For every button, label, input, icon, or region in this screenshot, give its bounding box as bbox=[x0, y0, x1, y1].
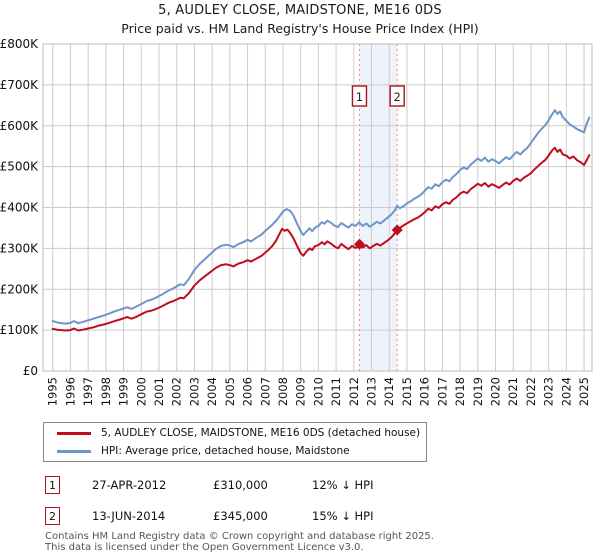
transaction-vs-hpi: 12% ↓ HPI bbox=[312, 478, 374, 492]
hpi-line bbox=[51, 109, 591, 325]
sale-marker bbox=[391, 224, 403, 236]
x-axis-tick-label: 1995 bbox=[46, 377, 60, 406]
legend-label-hpi: HPI: Average price, detached house, Maid… bbox=[101, 445, 350, 457]
y-axis-tick-label: £200K bbox=[0, 282, 39, 296]
x-axis-tick-label: 2009 bbox=[294, 377, 308, 406]
x-axis-tick-label: 2021 bbox=[506, 377, 520, 406]
x-axis-tick-label: 2010 bbox=[311, 377, 325, 406]
y-axis-tick-label: £500K bbox=[0, 160, 39, 174]
transaction-price: £310,000 bbox=[213, 478, 268, 492]
x-axis-tick-label: 2011 bbox=[329, 377, 343, 406]
legend-item-property: 5, AUDLEY CLOSE, MAIDSTONE, ME16 0DS (de… bbox=[44, 426, 426, 440]
x-axis-tick-label: 2012 bbox=[347, 377, 361, 406]
x-axis-tick-label: 2019 bbox=[471, 377, 485, 406]
x-axis-tick-label: 2017 bbox=[435, 377, 449, 406]
legend-item-hpi: HPI: Average price, detached house, Maid… bbox=[44, 444, 426, 458]
y-axis-tick-label: £100K bbox=[0, 323, 39, 337]
transaction-number-badge: 1 bbox=[45, 476, 60, 494]
x-axis-tick-label: 1999 bbox=[117, 377, 131, 406]
page-title: 5, AUDLEY CLOSE, MAIDSTONE, ME16 0DS bbox=[158, 3, 442, 18]
property-line bbox=[51, 146, 591, 332]
x-axis-tick-label: 2015 bbox=[400, 377, 414, 406]
x-axis-tick-label: 1996 bbox=[63, 377, 77, 406]
plot-border bbox=[42, 43, 593, 372]
chart-legend: 5, AUDLEY CLOSE, MAIDSTONE, ME16 0DS (de… bbox=[43, 422, 427, 462]
x-axis-tick-label: 2000 bbox=[134, 377, 148, 406]
sale-annotation-box bbox=[389, 85, 405, 107]
x-axis-tick-label: 2013 bbox=[365, 377, 379, 406]
page-subtitle: Price paid vs. HM Land Registry's House … bbox=[121, 21, 479, 36]
x-axis-tick-label: 2014 bbox=[382, 377, 396, 406]
sale-marker bbox=[353, 238, 365, 250]
property-line-swatch bbox=[57, 431, 91, 435]
legend-label-property: 5, AUDLEY CLOSE, MAIDSTONE, ME16 0DS (de… bbox=[101, 427, 421, 439]
x-axis-tick-label: 2025 bbox=[577, 377, 591, 406]
copyright-notice: Contains HM Land Registry data © Crown c… bbox=[45, 531, 434, 542]
transaction-date: 27-APR-2012 bbox=[92, 478, 167, 492]
y-axis-tick-label: £800K bbox=[0, 37, 39, 51]
transaction-date: 13-JUN-2014 bbox=[92, 509, 166, 523]
x-axis-tick-label: 2022 bbox=[524, 377, 538, 406]
price-chart: 1 2 £0 £100K £200K £300K £400K £500K £600K £700K £… bbox=[0, 37, 593, 406]
licence-notice: This data is licensed under the Open Gov… bbox=[45, 542, 364, 553]
x-axis-tick-label: 2001 bbox=[152, 377, 166, 406]
transaction-price: £345,000 bbox=[213, 509, 268, 523]
x-axis-tick-label: 2020 bbox=[488, 377, 502, 406]
x-axis-tick-label: 2003 bbox=[187, 377, 201, 406]
x-axis-tick-label: 2002 bbox=[170, 377, 184, 406]
sale-annotation-label: 1 bbox=[356, 90, 363, 104]
x-axis-tick-label: 2006 bbox=[241, 377, 255, 406]
x-axis-tick-label: 1998 bbox=[99, 377, 113, 406]
x-axis-tick-label: 2016 bbox=[418, 377, 432, 406]
x-axis-tick-label: 2018 bbox=[453, 377, 467, 406]
x-axis-tick-label: 2004 bbox=[205, 377, 219, 406]
y-axis-tick-label: £300K bbox=[0, 241, 39, 255]
x-axis-tick-label: 2024 bbox=[559, 377, 573, 406]
sale-annotation-label: 2 bbox=[394, 90, 401, 104]
transaction-number-badge: 2 bbox=[45, 507, 60, 525]
y-axis-tick-label: £400K bbox=[0, 201, 39, 215]
y-axis-tick-label: £600K bbox=[0, 119, 39, 133]
x-axis-tick-label: 2008 bbox=[276, 377, 290, 406]
transaction-row: 1 27-APR-2012 £310,000 12% ↓ HPI bbox=[45, 475, 590, 495]
hpi-line-swatch bbox=[57, 449, 91, 453]
x-axis-tick-label: 1997 bbox=[81, 377, 95, 406]
x-axis-tick-label: 2005 bbox=[223, 377, 237, 406]
transaction-row: 2 13-JUN-2014 £345,000 15% ↓ HPI bbox=[45, 506, 590, 526]
x-axis-tick-label: 2007 bbox=[258, 377, 272, 406]
x-axis-tick-label: 2023 bbox=[542, 377, 556, 406]
sale-annotation-box bbox=[351, 85, 368, 107]
y-axis-tick-label: £0 bbox=[23, 364, 38, 378]
y-axis-tick-label: £700K bbox=[0, 78, 39, 92]
transaction-vs-hpi: 15% ↓ HPI bbox=[312, 509, 374, 523]
